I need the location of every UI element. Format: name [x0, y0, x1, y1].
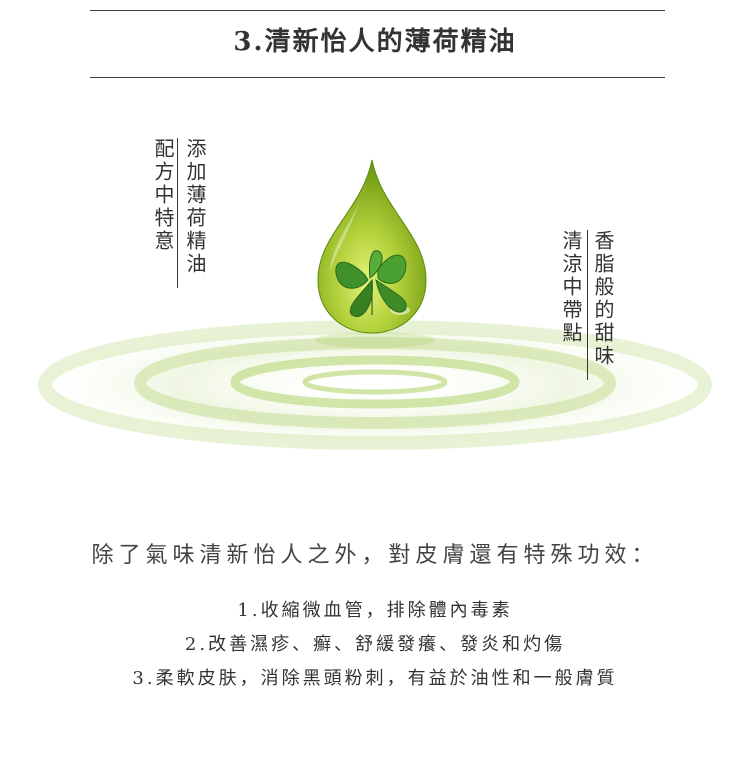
left-annotation-line-2: 添加薄荷精油 [183, 138, 207, 276]
section-title: 3.清新怡人的薄荷精油 [233, 27, 517, 57]
mint-leaf-icon [335, 250, 407, 318]
right-annotation-divider [587, 230, 588, 380]
benefit-item-2: 2.改善濕疹、癬、舒緩發癢、發炎和灼傷 [184, 634, 566, 655]
mint-oil-drop-illustration [15, 159, 735, 455]
title-bottom-divider [90, 77, 665, 78]
right-annotation-line-1: 清涼中帶點 [559, 230, 583, 345]
left-annotation-line-1: 配方中特意 [151, 138, 175, 253]
benefit-item-3: 3.柔軟皮肤，消除黑頭粉刺，有益於油性和一般膚質 [132, 668, 618, 689]
water-ripples [15, 315, 735, 455]
benefit-item-1: 1.收縮微血管，排除體內毒素 [237, 600, 513, 621]
title-top-divider [90, 10, 665, 11]
left-annotation-divider [177, 138, 178, 288]
benefits-intro: 除了氣味清新怡人之外，對皮膚還有特殊功效： [91, 543, 659, 568]
right-annotation-line-2: 香脂般的甜味 [591, 230, 615, 368]
